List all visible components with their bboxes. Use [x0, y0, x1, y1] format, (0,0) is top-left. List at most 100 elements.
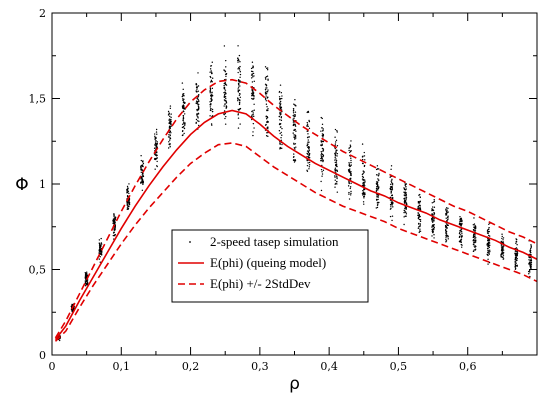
simulation-point	[501, 253, 503, 255]
simulation-point	[445, 232, 447, 234]
simulation-point	[99, 256, 101, 258]
x-tick-label: 0,1	[113, 360, 131, 373]
simulation-point	[100, 253, 103, 256]
simulation-point	[209, 92, 211, 94]
simulation-point	[280, 103, 282, 105]
simulation-point	[432, 209, 435, 211]
simulation-point	[252, 76, 254, 78]
simulation-point	[224, 112, 227, 115]
ticks: 0 0,1 0,2 0,3 0,4 0,5 0,6 0 0,5 1 1,5 2	[29, 7, 537, 373]
simulation-point	[210, 76, 212, 79]
simulation-point	[71, 303, 73, 306]
simulation-point	[376, 204, 379, 206]
simulation-point	[308, 155, 310, 157]
simulation-point	[474, 245, 476, 247]
simulation-point	[431, 208, 433, 210]
simulation-point	[170, 116, 172, 119]
simulation-point	[308, 136, 311, 138]
simulation-point	[322, 148, 325, 150]
simulation-point	[156, 160, 158, 163]
simulation-point	[251, 61, 254, 63]
simulation-point	[182, 94, 184, 96]
simulation-point	[183, 127, 186, 130]
simulation-point	[114, 221, 116, 224]
simulation-point	[155, 155, 158, 157]
simulation-point	[279, 119, 281, 121]
simulation-point	[292, 118, 294, 120]
simulation-point	[293, 161, 296, 163]
simulation-point	[239, 73, 242, 76]
simulation-point	[237, 108, 239, 111]
simulation-point	[433, 198, 435, 201]
simulation-point	[336, 145, 339, 147]
simulation-point	[348, 182, 350, 185]
simulation-point	[115, 216, 117, 219]
simulation-point	[142, 183, 144, 186]
simulation-point	[502, 247, 504, 250]
simulation-point	[210, 71, 213, 74]
simulation-point	[197, 85, 200, 87]
simulation-point	[445, 207, 448, 209]
simulation-point	[252, 70, 254, 73]
simulation-point	[113, 215, 116, 217]
simulation-point	[433, 237, 435, 239]
simulation-point	[502, 245, 504, 247]
simulation-point	[515, 240, 517, 243]
simulation-point	[225, 115, 227, 118]
simulation-point	[99, 245, 101, 247]
y-tick-label: 0	[39, 349, 46, 362]
simulation-point	[431, 213, 433, 216]
simulation-point	[334, 159, 336, 161]
simulation-point	[252, 112, 254, 114]
simulation-point	[197, 98, 199, 101]
simulation-point	[460, 229, 462, 231]
simulation-point	[169, 126, 171, 129]
simulation-point	[389, 176, 391, 178]
simulation-point	[154, 154, 157, 156]
simulation-point	[292, 159, 295, 161]
simulation-point	[237, 45, 239, 47]
y-axis-title: Φ	[15, 175, 28, 195]
simulation-point	[405, 183, 407, 185]
simulation-point	[350, 159, 352, 162]
simulation-point	[502, 241, 504, 244]
legend-box	[171, 229, 369, 303]
simulation-point	[445, 229, 447, 231]
simulation-point	[142, 175, 145, 178]
simulation-point	[390, 168, 392, 171]
simulation-point	[445, 233, 448, 235]
simulation-point	[487, 242, 490, 244]
simulation-point	[419, 224, 421, 227]
simulation-point	[86, 274, 88, 276]
simulation-point	[238, 59, 240, 62]
simulation-point	[306, 123, 309, 126]
simulation-point	[417, 214, 419, 217]
simulation-point	[308, 147, 310, 149]
simulation-point	[253, 115, 255, 118]
simulation-point	[403, 188, 406, 191]
simulation-point	[197, 108, 200, 111]
legend-label-simulation: 2-speed tasep simulation	[210, 234, 339, 249]
simulation-point	[405, 213, 408, 215]
simulation-point	[474, 230, 477, 232]
simulation-point	[306, 169, 308, 171]
simulation-point	[251, 81, 254, 83]
simulation-point	[265, 84, 268, 86]
simulation-point	[182, 116, 185, 118]
simulation-point	[168, 141, 170, 143]
simulation-point	[530, 263, 533, 265]
simulation-point	[211, 77, 214, 79]
simulation-point	[292, 107, 295, 110]
simulation-point	[363, 195, 365, 198]
simulation-point	[253, 80, 255, 83]
simulation-point	[292, 156, 295, 158]
simulation-point	[405, 193, 407, 196]
simulation-point	[253, 127, 255, 129]
simulation-point	[209, 101, 211, 103]
simulation-point	[253, 97, 255, 99]
simulation-point	[211, 87, 214, 90]
simulation-point	[128, 205, 130, 208]
simulation-point	[211, 110, 214, 113]
x-tick-label: 0,6	[459, 360, 477, 373]
simulation-point	[362, 155, 364, 157]
